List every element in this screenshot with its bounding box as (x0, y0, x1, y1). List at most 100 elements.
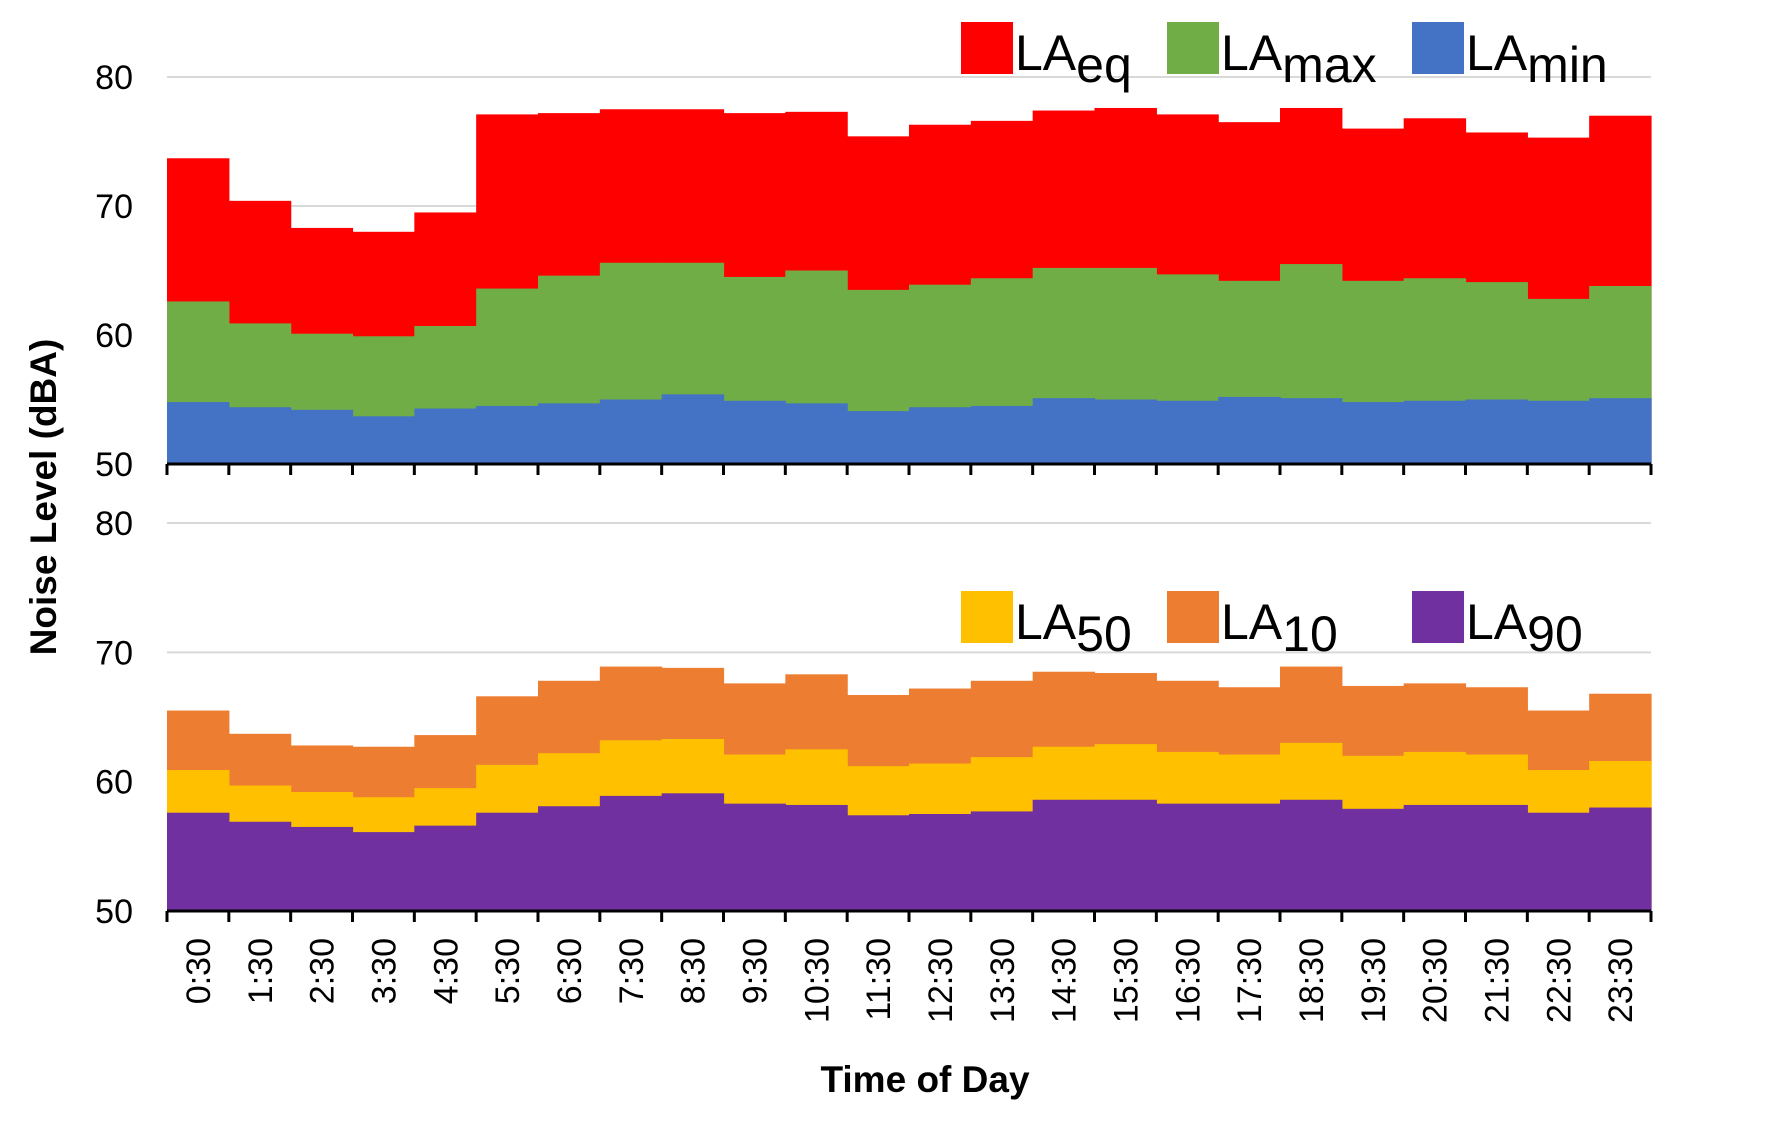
x-tick-label-16:30: 16:30 (1169, 938, 1207, 1023)
x-tick-label-3:30: 3:30 (365, 938, 403, 1004)
la90-step-17:30 (1218, 803, 1281, 911)
la90-step-2:30 (290, 826, 354, 911)
lamin-step-23:30 (1589, 398, 1652, 464)
lamin-step-20:30 (1403, 400, 1467, 464)
la90-step-15:30 (1094, 799, 1157, 911)
x-tick-label-15:30: 15:30 (1107, 938, 1145, 1023)
la90-step-4:30 (414, 825, 477, 911)
legend-swatch (1167, 591, 1219, 643)
x-tick-label-9:30: 9:30 (736, 938, 774, 1004)
la90-step-0:30 (167, 812, 230, 911)
bottom-panel: 50 60 70 80 LA50 LA10 LA90 (95, 505, 1653, 931)
la90-step-16:30 (1156, 803, 1219, 911)
top-legend: LAeq LAmax LAmin (961, 22, 1608, 93)
legend-item-la10: LA10 (1167, 591, 1338, 662)
top-axis (165, 462, 1653, 475)
x-tick-label-4:30: 4:30 (427, 938, 465, 1004)
x-tick-label-2:30: 2:30 (304, 938, 342, 1004)
la90-step-11:30 (847, 815, 910, 911)
lamin-step-7:30 (599, 399, 663, 464)
x-tick-label-21:30: 21:30 (1478, 938, 1516, 1023)
legend-swatch (1167, 22, 1219, 74)
lamin-step-5:30 (476, 405, 539, 464)
la90-step-6:30 (538, 806, 601, 911)
lamin-step-0:30 (167, 402, 230, 464)
lamin-step-16:30 (1156, 400, 1219, 464)
lamin-step-4:30 (414, 408, 477, 464)
la90-step-3:30 (352, 832, 415, 911)
top-panel: 50 60 70 80 LAeq LAmax LAmin (95, 22, 1653, 484)
x-tick-label-0:30: 0:30 (180, 938, 218, 1004)
lamin-step-9:30 (723, 400, 786, 464)
x-tick-label-7:30: 7:30 (613, 938, 651, 1004)
y-tick-label-50: 50 (95, 446, 133, 484)
lamin-step-10:30 (785, 403, 848, 464)
lamin-step-17:30 (1218, 396, 1281, 464)
y-tick-label-70: 70 (95, 634, 133, 672)
la90-step-13:30 (970, 811, 1034, 911)
legend-item-la50: LA50 (961, 591, 1132, 662)
y-axis-title: Noise Level (dBA) (23, 339, 64, 656)
x-tick-labels: 0:30 1:30 2:30 3:30 4:30 5:30 6:30 7:30 8:30 9:30… (180, 938, 1640, 1023)
y-tick-label-80: 80 (95, 505, 133, 543)
legend-swatch (1412, 591, 1464, 643)
bottom-y-tick-labels: 50 60 70 80 (95, 505, 133, 931)
la90-step-10:30 (785, 804, 848, 911)
legend-item-laeq: LAeq (961, 22, 1132, 93)
series-la90 (167, 793, 1652, 911)
lamin-step-12:30 (909, 407, 972, 464)
legend-label: LA50 (1015, 594, 1132, 662)
top-y-tick-labels: 50 60 70 80 (95, 59, 133, 484)
lamin-step-8:30 (661, 394, 725, 464)
la90-step-23:30 (1589, 807, 1652, 911)
x-tick-label-6:30: 6:30 (551, 938, 589, 1004)
la90-step-14:30 (1032, 799, 1096, 911)
legend-swatch (961, 591, 1013, 643)
y-tick-label-80: 80 (95, 59, 133, 97)
x-tick-label-13:30: 13:30 (984, 938, 1022, 1023)
legend-label: LA90 (1466, 594, 1583, 662)
y-tick-label-60: 60 (95, 764, 133, 802)
series-lamin (167, 394, 1652, 464)
lamin-step-22:30 (1527, 400, 1590, 464)
legend-label: LAmax (1221, 25, 1377, 93)
x-tick-label-1:30: 1:30 (242, 938, 280, 1004)
legend-item-la90: LA90 (1412, 591, 1583, 662)
legend-item-lamin: LAmin (1412, 22, 1608, 93)
legend-label: LA10 (1221, 594, 1338, 662)
lamin-step-2:30 (290, 409, 354, 464)
x-tick-label-14:30: 14:30 (1046, 938, 1084, 1023)
x-tick-label-20:30: 20:30 (1417, 938, 1455, 1023)
x-tick-label-19:30: 19:30 (1355, 938, 1393, 1023)
la90-step-12:30 (909, 814, 972, 911)
bottom-axis (165, 909, 1653, 922)
la90-step-22:30 (1527, 812, 1590, 911)
legend-swatch (1412, 22, 1464, 74)
la90-step-1:30 (228, 821, 292, 911)
y-tick-label-70: 70 (95, 188, 133, 226)
la90-step-7:30 (599, 795, 663, 911)
lamin-step-13:30 (970, 405, 1034, 464)
lamin-step-1:30 (228, 407, 292, 464)
la90-step-20:30 (1403, 804, 1467, 911)
legend-item-lamax: LAmax (1167, 22, 1377, 93)
x-tick-label-11:30: 11:30 (860, 938, 898, 1021)
y-tick-label-50: 50 (95, 893, 133, 931)
x-tick-label-12:30: 12:30 (922, 938, 960, 1023)
lamin-step-3:30 (352, 416, 415, 464)
lamin-step-21:30 (1465, 399, 1528, 464)
legend-label: LAmin (1466, 25, 1608, 93)
x-tick-label-17:30: 17:30 (1231, 938, 1269, 1023)
x-tick-label-5:30: 5:30 (489, 938, 527, 1004)
x-tick-label-18:30: 18:30 (1293, 938, 1331, 1023)
lamin-step-15:30 (1094, 399, 1157, 464)
la90-step-18:30 (1280, 799, 1343, 911)
x-tick-label-10:30: 10:30 (798, 938, 836, 1023)
x-tick-label-8:30: 8:30 (675, 938, 713, 1004)
legend-swatch (961, 22, 1013, 74)
la90-step-5:30 (476, 812, 539, 911)
x-axis-title: Time of Day (820, 1059, 1029, 1100)
x-tick-label-22:30: 22:30 (1540, 938, 1578, 1023)
la90-step-9:30 (723, 803, 786, 911)
